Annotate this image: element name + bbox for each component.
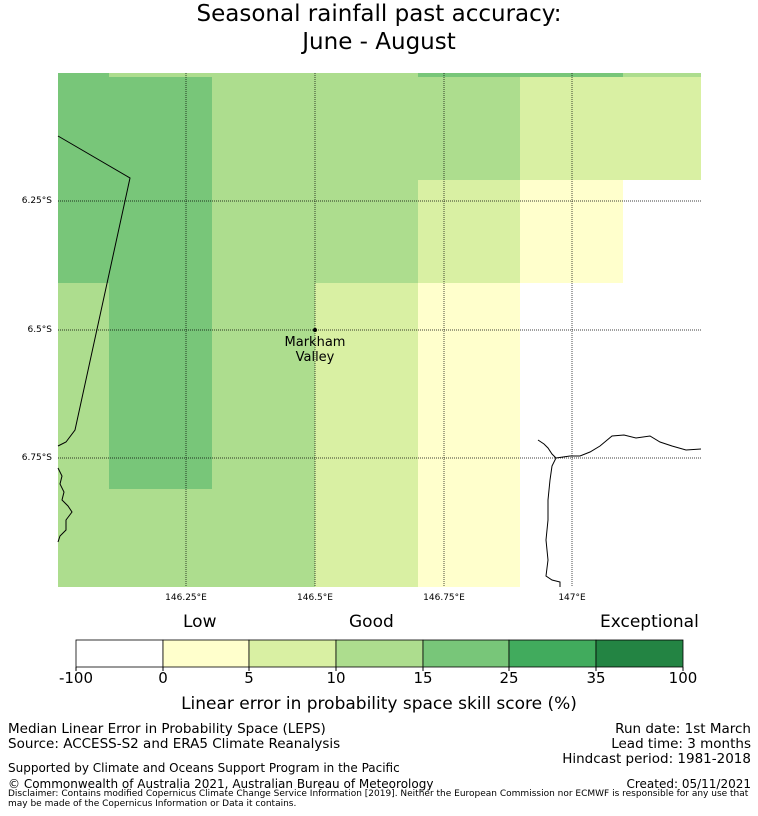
colorbar-segment [508, 639, 597, 668]
colorbar-segment [422, 639, 510, 668]
colorbar-segment [162, 639, 250, 668]
chart-title: Seasonal rainfall past accuracy: June - … [0, 0, 758, 56]
grid-cell [520, 73, 623, 77]
grid-cell [109, 77, 212, 489]
colorbar-segment [595, 639, 684, 668]
colorbar-segment [335, 639, 424, 668]
grid-cell [418, 73, 520, 77]
colorbar-label: 5 [244, 669, 254, 687]
colorbar-title: Linear error in probability space skill … [181, 694, 577, 714]
colorbar-label: 25 [499, 669, 519, 687]
grid-cell [418, 77, 520, 180]
skill-map [57, 73, 702, 587]
footer-lead-time: Lead time: 3 months [611, 736, 751, 752]
coastline-west [57, 467, 73, 543]
lon-tick-label: 146.5°E [297, 593, 333, 603]
colorbar-label: 10 [326, 669, 346, 687]
site-label-line-2: Valley [295, 350, 335, 365]
title-line-2: June - August [302, 29, 456, 55]
coastline-east [537, 439, 561, 587]
footer-disclaimer: Disclaimer: Contains modified Copernicus… [8, 789, 749, 809]
grid-cell [623, 73, 701, 77]
site-label: Markham Valley [265, 335, 365, 365]
colorbar-label: 15 [413, 669, 433, 687]
footer-source: Source: ACCESS-S2 and ERA5 Climate Reana… [8, 736, 341, 752]
title-line-1: Seasonal rainfall past accuracy: [196, 1, 562, 27]
grid-cell [58, 73, 109, 283]
colorbar [75, 639, 684, 671]
legend-category-low: Low [183, 612, 217, 632]
coastlines [57, 135, 702, 587]
grid-cell [109, 73, 212, 77]
colorbar-label: -100 [58, 669, 94, 687]
lon-tick-label: 146.25°E [165, 593, 207, 603]
footer-run-date: Run date: 1st March [615, 721, 751, 737]
grid-cell [623, 77, 701, 180]
legend-category-exceptional: Exceptional [600, 612, 699, 632]
colorbar-segment [75, 639, 164, 668]
grid-cell [58, 283, 109, 587]
grid-cell [520, 180, 623, 283]
colorbar-segment [248, 639, 337, 668]
site-label-line-1: Markham [284, 335, 346, 350]
colorbar-label: 100 [668, 669, 698, 687]
footer-method: Median Linear Error in Probability Space… [8, 721, 326, 737]
footer-support: Supported by Climate and Oceans Support … [8, 761, 400, 775]
footer-right: Run date: 1st March Lead time: 3 months … [562, 722, 751, 767]
colorbar-label: 35 [586, 669, 606, 687]
legend-category-good: Good [349, 612, 394, 632]
lon-tick-label: 147°E [558, 593, 586, 603]
lat-tick-label: 6.25°S [21, 196, 52, 206]
site-marker [313, 328, 317, 332]
grid-cell [109, 489, 212, 587]
grid-cell [418, 180, 520, 283]
grid-cell [418, 283, 520, 587]
footer-created: Created: 05/11/2021 [626, 777, 751, 791]
lat-tick-label: 6.75°S [21, 453, 52, 463]
colorbar-label: 0 [158, 669, 168, 687]
grid-cell [212, 283, 315, 587]
footer-copyright: © Commonwealth of Australia 2021, Austra… [8, 777, 434, 791]
border-line [57, 135, 131, 447]
footer-hindcast: Hindcast period: 1981-2018 [562, 751, 751, 767]
footer-left: Median Linear Error in Probability Space… [8, 722, 340, 752]
grid-cell [315, 283, 418, 587]
grid-cell [520, 77, 623, 180]
lon-tick-label: 146.75°E [423, 593, 465, 603]
coastline-north [555, 434, 702, 459]
lat-tick-label: 6.5°S [27, 325, 52, 335]
